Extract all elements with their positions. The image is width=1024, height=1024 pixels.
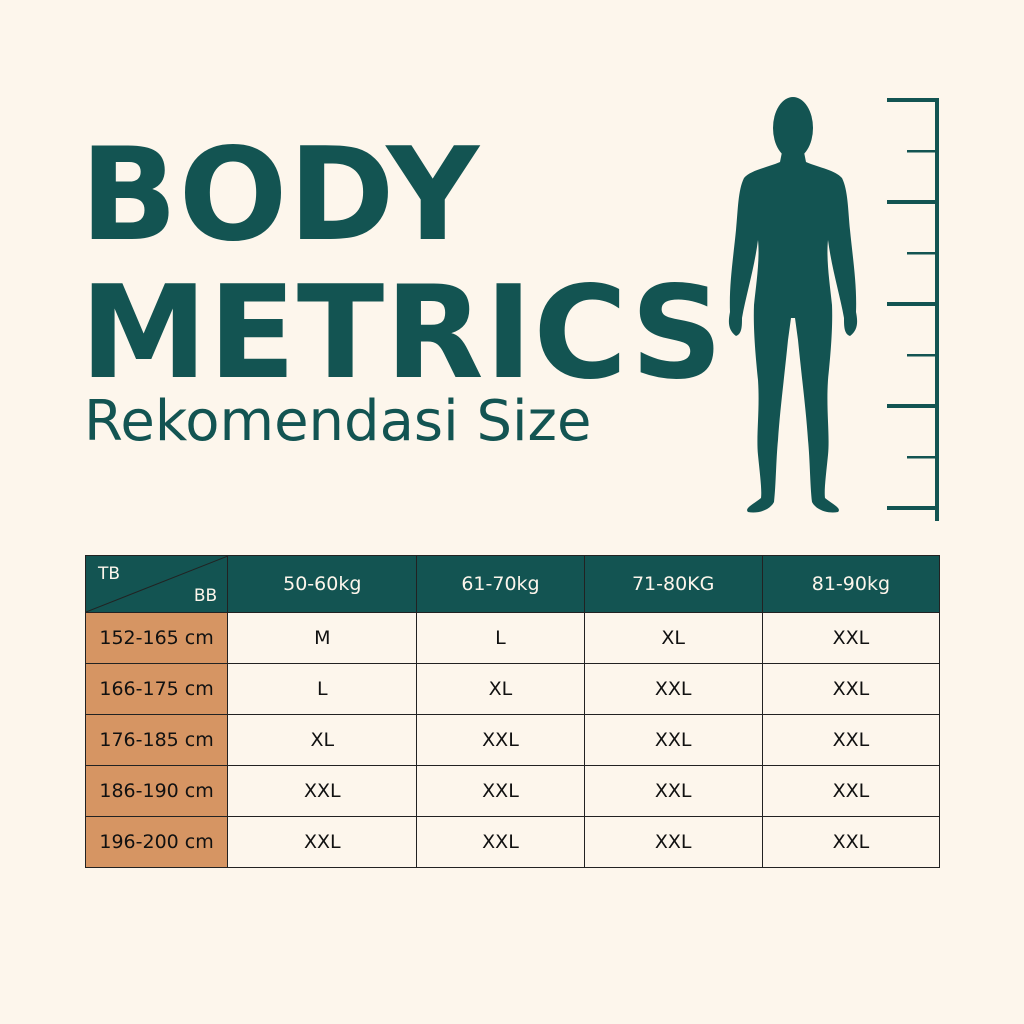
column-header: 50-60kg: [227, 555, 418, 613]
size-cell: XXL: [583, 765, 763, 817]
size-cell: XXL: [583, 663, 763, 715]
row-header-height: 186-190 cm: [84, 765, 229, 817]
body: [728, 152, 858, 513]
row-header-height: 196-200 cm: [84, 816, 229, 868]
size-cell: XXL: [761, 816, 941, 868]
size-cell: L: [416, 612, 585, 664]
head: [773, 97, 813, 159]
title-body: BODY: [80, 121, 480, 270]
size-cell: XXL: [227, 765, 418, 817]
size-cell: XXL: [761, 714, 941, 766]
size-cell: M: [227, 612, 418, 664]
column-header: 61-70kg: [416, 555, 585, 613]
table-row: 186-190 cm XXL XXL XXL XXL: [84, 765, 941, 817]
height-ruler: [887, 98, 939, 521]
size-cell: XXL: [761, 765, 941, 817]
size-cell: XL: [583, 612, 763, 664]
row-header-height: 176-185 cm: [84, 714, 229, 766]
size-cell: L: [227, 663, 418, 715]
human-silhouette-icon: [728, 97, 939, 521]
size-cell: XXL: [416, 765, 585, 817]
size-cell: XXL: [416, 816, 585, 868]
size-cell: XXL: [761, 663, 941, 715]
row-header-height: 152-165 cm: [84, 612, 229, 664]
size-cell: XL: [416, 663, 585, 715]
column-header: 81-90kg: [761, 555, 941, 613]
subtitle: Rekomendasi Size: [84, 389, 592, 454]
size-cell: XXL: [227, 816, 418, 868]
corner-cell: TB BB: [84, 555, 229, 613]
size-chart-table: TB BB 50-60kg 61-70kg 71-80KG 81-90kg 15…: [84, 555, 941, 868]
table-row: 196-200 cm XXL XXL XXL XXL: [84, 816, 941, 868]
corner-bb-label: BB: [193, 586, 218, 606]
table-row: 152-165 cm M L XL XXL: [84, 612, 941, 664]
corner-tb-label: TB: [98, 564, 121, 584]
title-metrics: METRICS: [80, 259, 724, 408]
size-cell: XXL: [583, 816, 763, 868]
column-header: 71-80KG: [583, 555, 763, 613]
diagonal-divider: [86, 556, 227, 612]
size-cell: XXL: [583, 714, 763, 766]
table-row: 166-175 cm L XL XXL XXL: [84, 663, 941, 715]
size-cell: XXL: [416, 714, 585, 766]
size-cell: XXL: [761, 612, 941, 664]
size-cell: XL: [227, 714, 418, 766]
table-row: 176-185 cm XL XXL XXL XXL: [84, 714, 941, 766]
table-header-row: TB BB 50-60kg 61-70kg 71-80KG 81-90kg: [84, 555, 941, 613]
row-header-height: 166-175 cm: [84, 663, 229, 715]
